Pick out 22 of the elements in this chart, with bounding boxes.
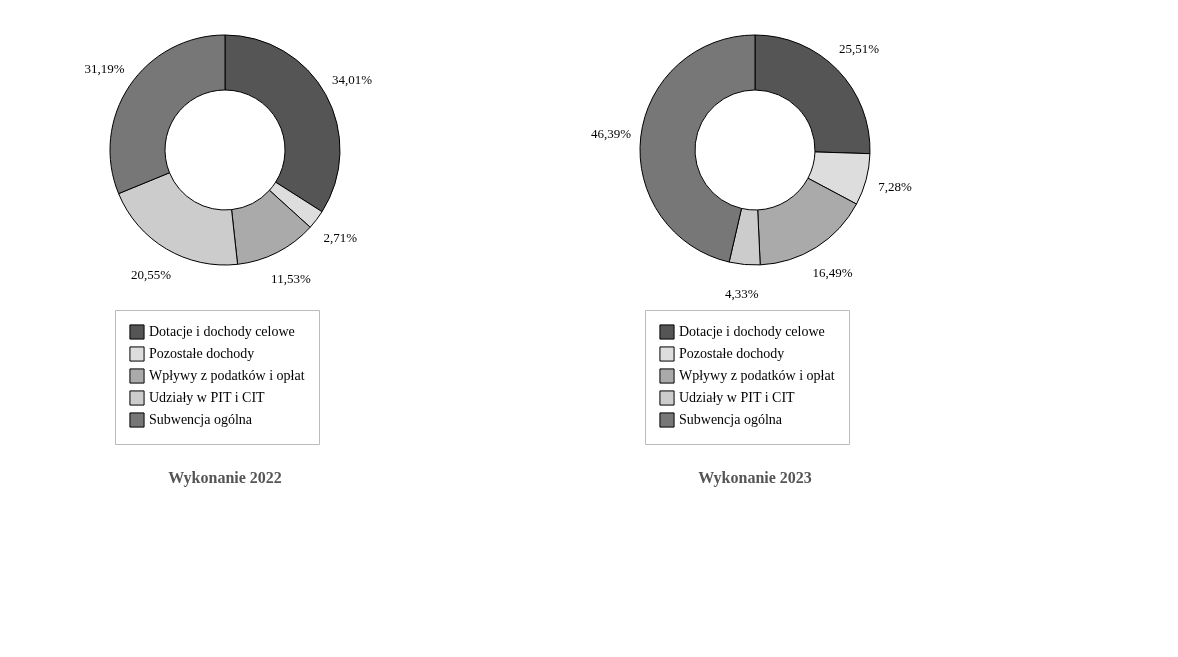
legend-label: Wpływy z podatków i opłat (149, 368, 305, 383)
data-label: 7,28% (878, 179, 913, 195)
legend-label: Udziały w PIT i CIT (679, 390, 796, 405)
data-label: 46,39% (590, 125, 632, 141)
text: Wykonanie 2022 (168, 468, 282, 487)
text: Wykonanie 2023 (698, 468, 812, 487)
data-label: 34,01% (332, 72, 373, 88)
legend-label: Wpływy z podatków i opłat (679, 368, 835, 383)
legend-label: Dotacje i dochody celowe (679, 324, 825, 339)
data-label: 16,49% (812, 264, 853, 280)
legend-label: Subwencja ogólna (149, 412, 253, 427)
data-label: 2,71% (323, 229, 358, 245)
data-label: 4,33% (725, 286, 759, 302)
legend-label: Dotacje i dochody celowe (149, 324, 295, 339)
data-label: 20,55% (130, 266, 172, 282)
data-label: 11,53% (271, 271, 311, 287)
legend-label: Subwencja ogólna (679, 412, 783, 427)
legend-label: Pozostałe dochody (149, 346, 255, 361)
legend-label: Pozostałe dochody (679, 346, 785, 361)
data-label: 25,51% (839, 41, 880, 57)
legend-label: Udziały w PIT i CIT (149, 390, 266, 405)
data-label: 31,19% (84, 61, 125, 77)
